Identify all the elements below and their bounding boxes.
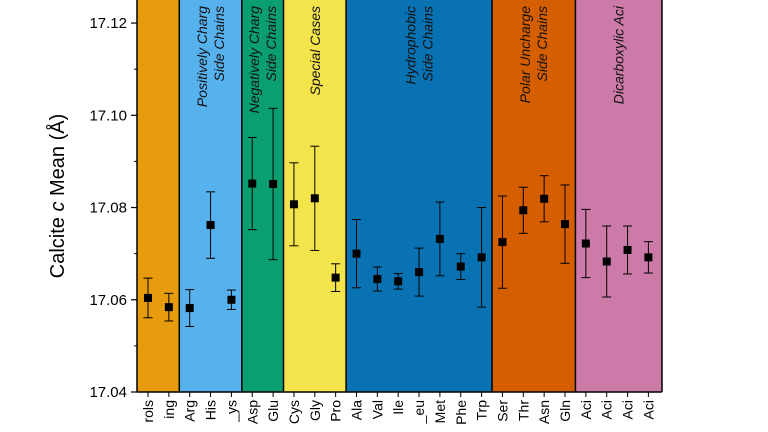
- data-point-17: [498, 238, 507, 247]
- x-tick-label-13: _eu: [411, 400, 427, 424]
- data-point-9: [331, 273, 340, 282]
- data-points-with-error-bars: [143, 107, 653, 328]
- region-label-2-1: Side Chains: [263, 6, 279, 82]
- x-tick-label-18: Thr: [515, 400, 531, 421]
- data-point-1: [164, 303, 173, 312]
- region-label-4-0: Hydrophobic: [403, 6, 419, 85]
- region-band-6: [575, 0, 662, 392]
- x-tick-label-11: Val: [369, 400, 385, 419]
- x-tick-label-9: Pro: [328, 400, 344, 422]
- y-tick-label-0: 17.04: [89, 384, 127, 401]
- data-point-11: [373, 275, 382, 284]
- x-tick-label-23: Aci: [620, 400, 636, 419]
- data-point-21: [581, 239, 590, 248]
- data-point-13: [415, 268, 424, 277]
- x-tick-label-17: Ser: [494, 400, 510, 422]
- y-tick-label-1: 17.06: [89, 292, 127, 309]
- x-tick-label-3: His: [203, 400, 219, 420]
- region-label-1-0: Positively Charg: [194, 6, 210, 107]
- x-tick-label-16: Trp: [474, 400, 490, 421]
- x-tick-label-4: _ys: [223, 400, 239, 423]
- region-label-6-0: Dicarboxylic Aci: [611, 5, 627, 104]
- x-tick-label-0: rols: [140, 400, 156, 423]
- y-axis-label: Calcite c Mean (Å): [46, 114, 69, 279]
- x-tick-label-10: Ala: [349, 400, 365, 420]
- x-tick-label-6: Glu: [265, 400, 281, 422]
- region-band-2: [241, 0, 284, 392]
- data-point-15: [456, 262, 465, 271]
- x-tick-label-12: Ile: [390, 400, 406, 415]
- region-label-2-0: Negatively Charg: [246, 6, 262, 114]
- data-point-7: [289, 200, 298, 209]
- data-point-14: [435, 234, 444, 243]
- data-point-8: [310, 194, 319, 203]
- x-tick-label-14: Met: [432, 400, 448, 423]
- data-point-23: [623, 245, 632, 254]
- category-region-labels: Positively Charg Side Chains Negatively Ch…: [194, 5, 627, 113]
- x-tick-label-8: Gly: [307, 400, 323, 421]
- region-label-5-0: Polar Uncharge: [517, 6, 533, 103]
- data-point-22: [602, 257, 611, 266]
- data-point-2: [185, 304, 194, 313]
- y-tick-label-4: 17.12: [89, 15, 127, 32]
- y-axis-label-part-1: c: [47, 202, 69, 212]
- region-band-4: [346, 0, 493, 392]
- region-label-4-1: Side Chains: [420, 6, 436, 82]
- x-tick-label-21: Aci: [578, 400, 594, 419]
- x-tick-label-22: Aci: [599, 400, 615, 419]
- x-tick-label-24: Aci: [640, 400, 656, 419]
- data-point-3: [206, 221, 215, 230]
- data-point-19: [540, 194, 549, 203]
- region-label-3-0: Special Cases: [307, 6, 323, 96]
- y-tick-label-2: 17.08: [89, 200, 127, 217]
- data-point-10: [352, 249, 361, 258]
- x-tick-label-5: Asp: [244, 400, 260, 424]
- region-label-1-1: Side Chains: [211, 6, 227, 82]
- data-point-16: [477, 253, 486, 262]
- y-axis-label-part-2: Mean (Å): [46, 114, 69, 202]
- y-axis-label-part-0: Calcite: [47, 212, 69, 279]
- x-tick-label-1: ing: [161, 400, 177, 419]
- data-point-18: [519, 206, 528, 215]
- x-tick-label-15: Phe: [453, 400, 469, 425]
- data-point-5: [248, 179, 257, 188]
- data-point-20: [561, 220, 569, 229]
- y-tick-label-3: 17.10: [89, 107, 127, 124]
- region-label-5-1: Side Chains: [534, 6, 550, 82]
- data-point-12: [394, 277, 403, 286]
- x-tick-label-2: Arg: [182, 400, 198, 422]
- data-point-6: [269, 180, 278, 189]
- axes: 17.04 17.06 17.08 17.10 17.12 rols ing Arg His _y…: [89, 0, 663, 425]
- x-tick-label-20: Gln: [557, 400, 573, 422]
- data-point-0: [144, 293, 152, 302]
- data-point-24: [644, 253, 653, 262]
- x-tick-label-19: Asn: [536, 400, 552, 424]
- region-band-0: [137, 0, 180, 392]
- data-point-4: [227, 295, 236, 304]
- x-tick-label-7: Cys: [286, 400, 302, 424]
